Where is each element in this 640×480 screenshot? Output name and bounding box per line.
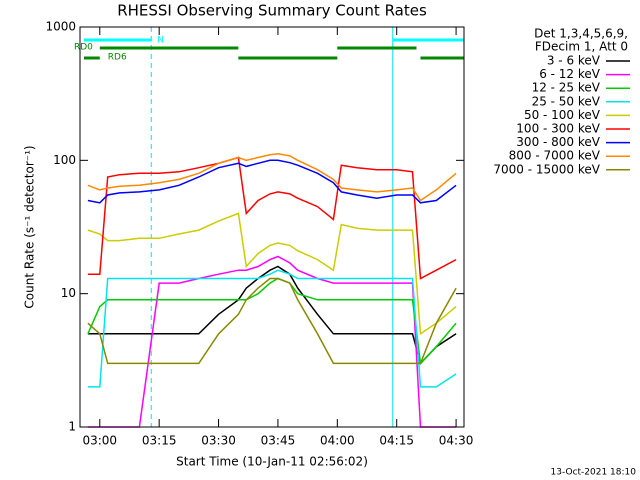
- plot-frame: [79, 26, 465, 428]
- series-line: [87, 156, 457, 280]
- x-tick-label: 04:30: [439, 434, 474, 448]
- series-line: [87, 265, 457, 365]
- x-tick-label: 03:30: [201, 434, 236, 448]
- y-tick-label: 1: [68, 420, 76, 434]
- y-tick-label: 1000: [45, 20, 76, 34]
- y-axis-label: Count Rate (s⁻¹ detector⁻¹): [23, 145, 37, 308]
- x-tick-label: 03:15: [142, 434, 177, 448]
- legend-label: 25 - 50 keV: [532, 94, 601, 108]
- x-tick-label: 04:00: [320, 434, 355, 448]
- legend-header: FDecim 1, Att 0: [535, 40, 628, 54]
- legend-label: 800 - 7000 keV: [509, 149, 601, 163]
- series-line: [87, 277, 457, 366]
- legend-header: Det 1,3,4,5,6,9,: [534, 27, 628, 41]
- legend-label: 300 - 800 keV: [516, 135, 600, 149]
- x-axis-label: Start Time (10-Jan-11 02:56:02): [176, 455, 368, 469]
- x-tick-label: 03:45: [261, 434, 296, 448]
- legend-label: 6 - 12 keV: [539, 67, 601, 81]
- chart-title: RHESSI Observing Summary Count Rates: [117, 2, 427, 20]
- series-line: [87, 159, 457, 204]
- series-line: [87, 153, 457, 202]
- series-line: [87, 269, 457, 388]
- flag-label: RD0: [74, 43, 93, 53]
- series-line: [87, 255, 457, 428]
- legend-label: 100 - 300 keV: [516, 122, 600, 136]
- series-line: [87, 277, 457, 365]
- x-tick-label: 03:00: [82, 434, 117, 448]
- y-tick-label: 10: [61, 286, 76, 300]
- flag-label: RD6: [108, 53, 127, 63]
- flag-label: N: [157, 36, 164, 46]
- footer: 13-Oct-2021 18:10: [551, 468, 637, 478]
- x-tick-label: 04:15: [379, 434, 414, 448]
- legend-label: 50 - 100 keV: [524, 108, 601, 122]
- legend-label: 12 - 25 keV: [532, 81, 601, 95]
- legend-label: 3 - 6 keV: [547, 54, 601, 68]
- y-tick-label: 100: [53, 153, 76, 167]
- legend-label: 7000 - 15000 keV: [493, 162, 600, 176]
- series-line: [87, 212, 457, 336]
